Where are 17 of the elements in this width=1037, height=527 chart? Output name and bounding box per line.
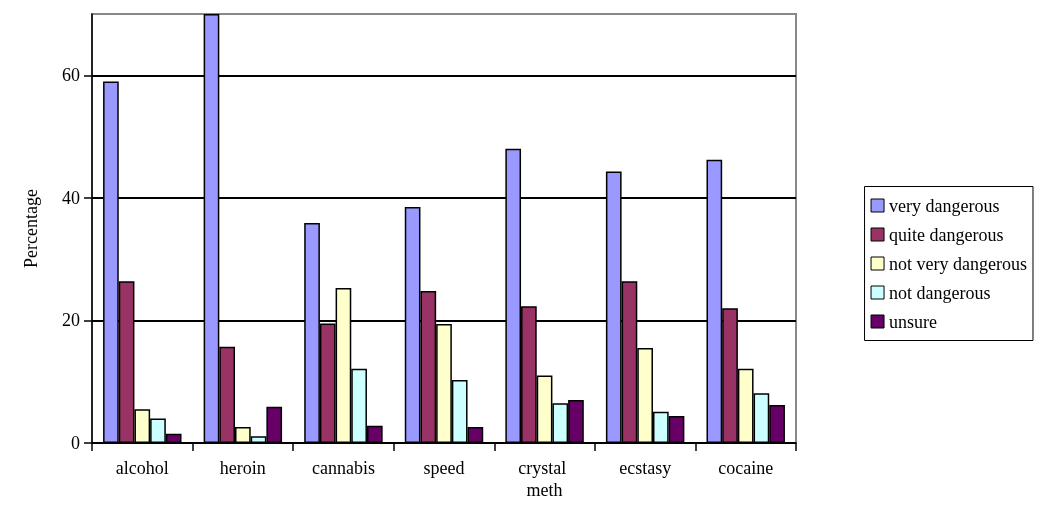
legend-label: not very dangerous [889,253,1028,274]
y-axis-title: Percentage [21,189,41,268]
x-tick-label: cocaine [718,458,774,478]
y-tick-label: 60 [62,65,80,86]
legend-label: not dangerous [889,282,991,303]
x-tick-label: alcohol [115,458,169,478]
x-tick-label: heroin [219,458,266,478]
x-tick-label: cannabis [311,458,375,478]
legend-label: very dangerous [889,195,1000,216]
y-tick-label: 20 [62,310,80,331]
y-tick-label: 0 [71,433,80,453]
y-tick-label: 40 [62,187,80,208]
x-tick-label: speed [423,458,465,478]
legend-label: quite dangerous [889,224,1004,245]
x-tick-label: crystal meth [518,458,571,500]
x-tick-label: ecstasy [619,458,672,478]
legend-label: unsure [889,311,938,332]
